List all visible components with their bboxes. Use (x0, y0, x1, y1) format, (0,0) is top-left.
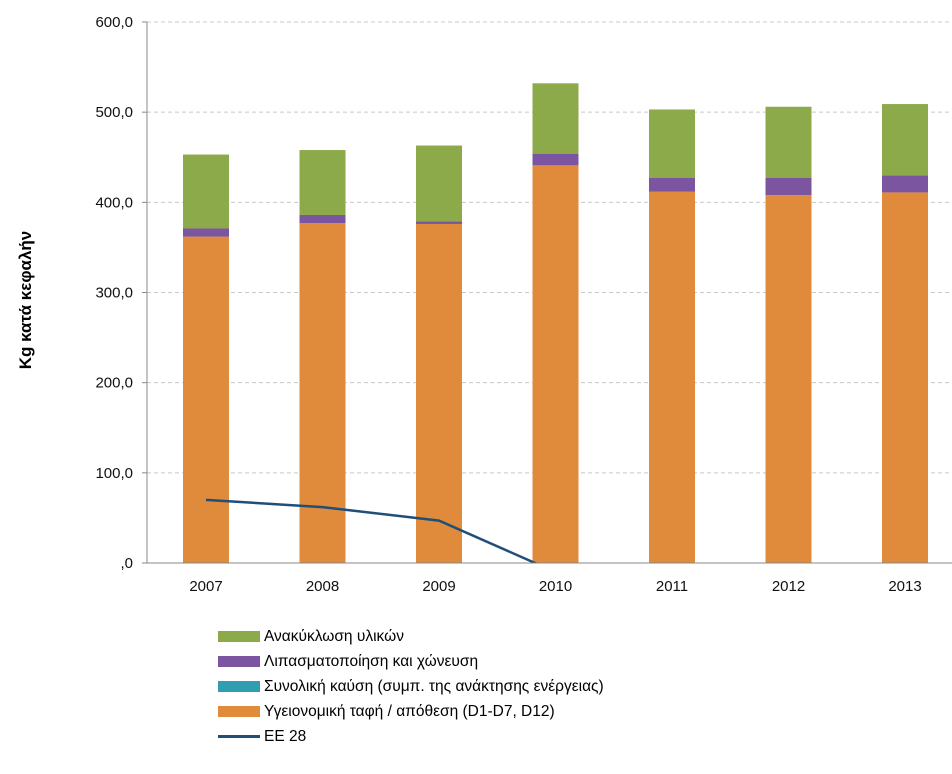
bar-segment (649, 109, 695, 178)
y-axis-label: Kg κατά κεφαλήν (16, 231, 35, 370)
bar-segment (532, 153, 579, 166)
x-tick-label: 2011 (656, 578, 688, 595)
y-tick-label: ,0 (120, 555, 133, 572)
bar-segment (765, 177, 812, 196)
legend-swatch (218, 735, 260, 738)
y-tick-label: 300,0 (95, 285, 133, 302)
bar-segment (299, 214, 346, 224)
y-tick-label: 200,0 (95, 375, 133, 392)
x-tick-label: 2012 (772, 578, 805, 595)
bar-segment (882, 192, 928, 564)
legend-swatch (218, 631, 260, 642)
x-axis: 2007 2008 2009 2010 2011 2012 2013 (147, 562, 952, 595)
bar-segment (299, 223, 346, 564)
bar-segment (882, 175, 928, 193)
legend-item: Λιπασματοποίηση και χώνευση (218, 649, 604, 674)
x-tick-label: 2009 (422, 578, 455, 595)
legend-swatch (218, 681, 260, 692)
legend-label: Υγειονομική ταφή / απόθεση (D1-D7, D12) (264, 702, 555, 720)
y-tick-label: 100,0 (95, 465, 133, 482)
legend-label: ΕΕ 28 (264, 727, 307, 745)
bar-segment (416, 223, 462, 563)
bar-segment (183, 236, 229, 563)
bar-segment (416, 145, 462, 222)
legend-label: Λιπασματοποίηση και χώνευση (264, 652, 479, 670)
x-tick-label: 2013 (888, 578, 921, 595)
bars (183, 83, 928, 564)
bar-segment (183, 228, 229, 237)
legend-swatch (218, 706, 260, 717)
bar-segment (532, 165, 579, 564)
bar-segment (649, 191, 695, 563)
bar-segment (765, 195, 812, 563)
bar-segment (649, 177, 695, 192)
y-axis: 600,0 500,0 400,0 300,0 200,0 100,0 ,0 (95, 14, 148, 572)
eu28-line (205, 498, 539, 563)
legend-item: ΕΕ 28 (218, 724, 604, 749)
legend-item: Ανακύκλωση υλικών (218, 624, 604, 649)
legend: Ανακύκλωση υλικών Λιπασματοποίηση και χών… (218, 624, 604, 749)
legend-label: Συνολική καύση (συμπ. της ανάκτησης ενέρ… (264, 677, 604, 695)
legend-label: Ανακύκλωση υλικών (264, 627, 404, 645)
bar-segment (183, 154, 229, 229)
y-tick-label: 400,0 (95, 194, 133, 211)
x-tick-label: 2010 (539, 578, 572, 595)
y-tick-label: 500,0 (95, 104, 133, 121)
legend-item: Υγειονομική ταφή / απόθεση (D1-D7, D12) (218, 699, 604, 724)
bar-segment (299, 150, 346, 215)
y-tick-label: 600,0 (95, 14, 133, 31)
legend-swatch (218, 656, 260, 667)
bar-segment (882, 104, 928, 176)
x-tick-label: 2007 (189, 578, 222, 595)
bar-segment (765, 106, 812, 178)
x-tick-label: 2008 (306, 578, 339, 595)
eu28-line-path (205, 498, 539, 563)
bar-segment (532, 83, 579, 154)
legend-item: Συνολική καύση (συμπ. της ανάκτησης ενέρ… (218, 674, 604, 699)
bar-segment (416, 221, 462, 224)
